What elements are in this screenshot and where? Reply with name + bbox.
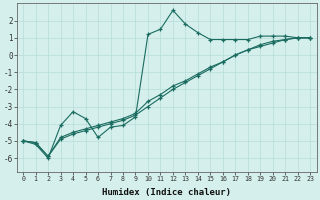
X-axis label: Humidex (Indice chaleur): Humidex (Indice chaleur) xyxy=(102,188,231,197)
